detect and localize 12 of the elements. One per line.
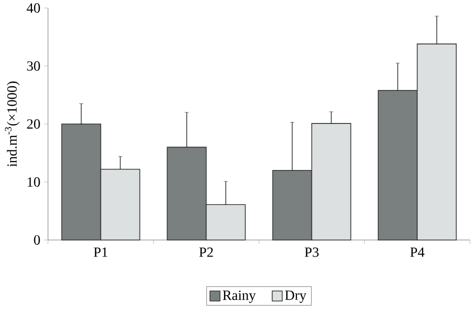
y-tick-label: 10 xyxy=(28,177,40,187)
x-tick-label: P1 xyxy=(94,248,108,257)
y-axis-title: ind.m$^{-3}$(×1000) xyxy=(4,82,20,167)
x-tick-label: P4 xyxy=(410,248,424,257)
y-tick-label: 30 xyxy=(27,61,40,71)
legend-label: Dry xyxy=(285,290,306,303)
x-tick-label: P2 xyxy=(199,248,213,257)
y-tick-label: 0 xyxy=(34,235,40,245)
legend-label: Rainy xyxy=(222,290,256,303)
y-tick-label: 20 xyxy=(27,119,40,129)
x-tick-label: P3 xyxy=(304,248,319,257)
y-tick-label: 40 xyxy=(26,3,40,13)
